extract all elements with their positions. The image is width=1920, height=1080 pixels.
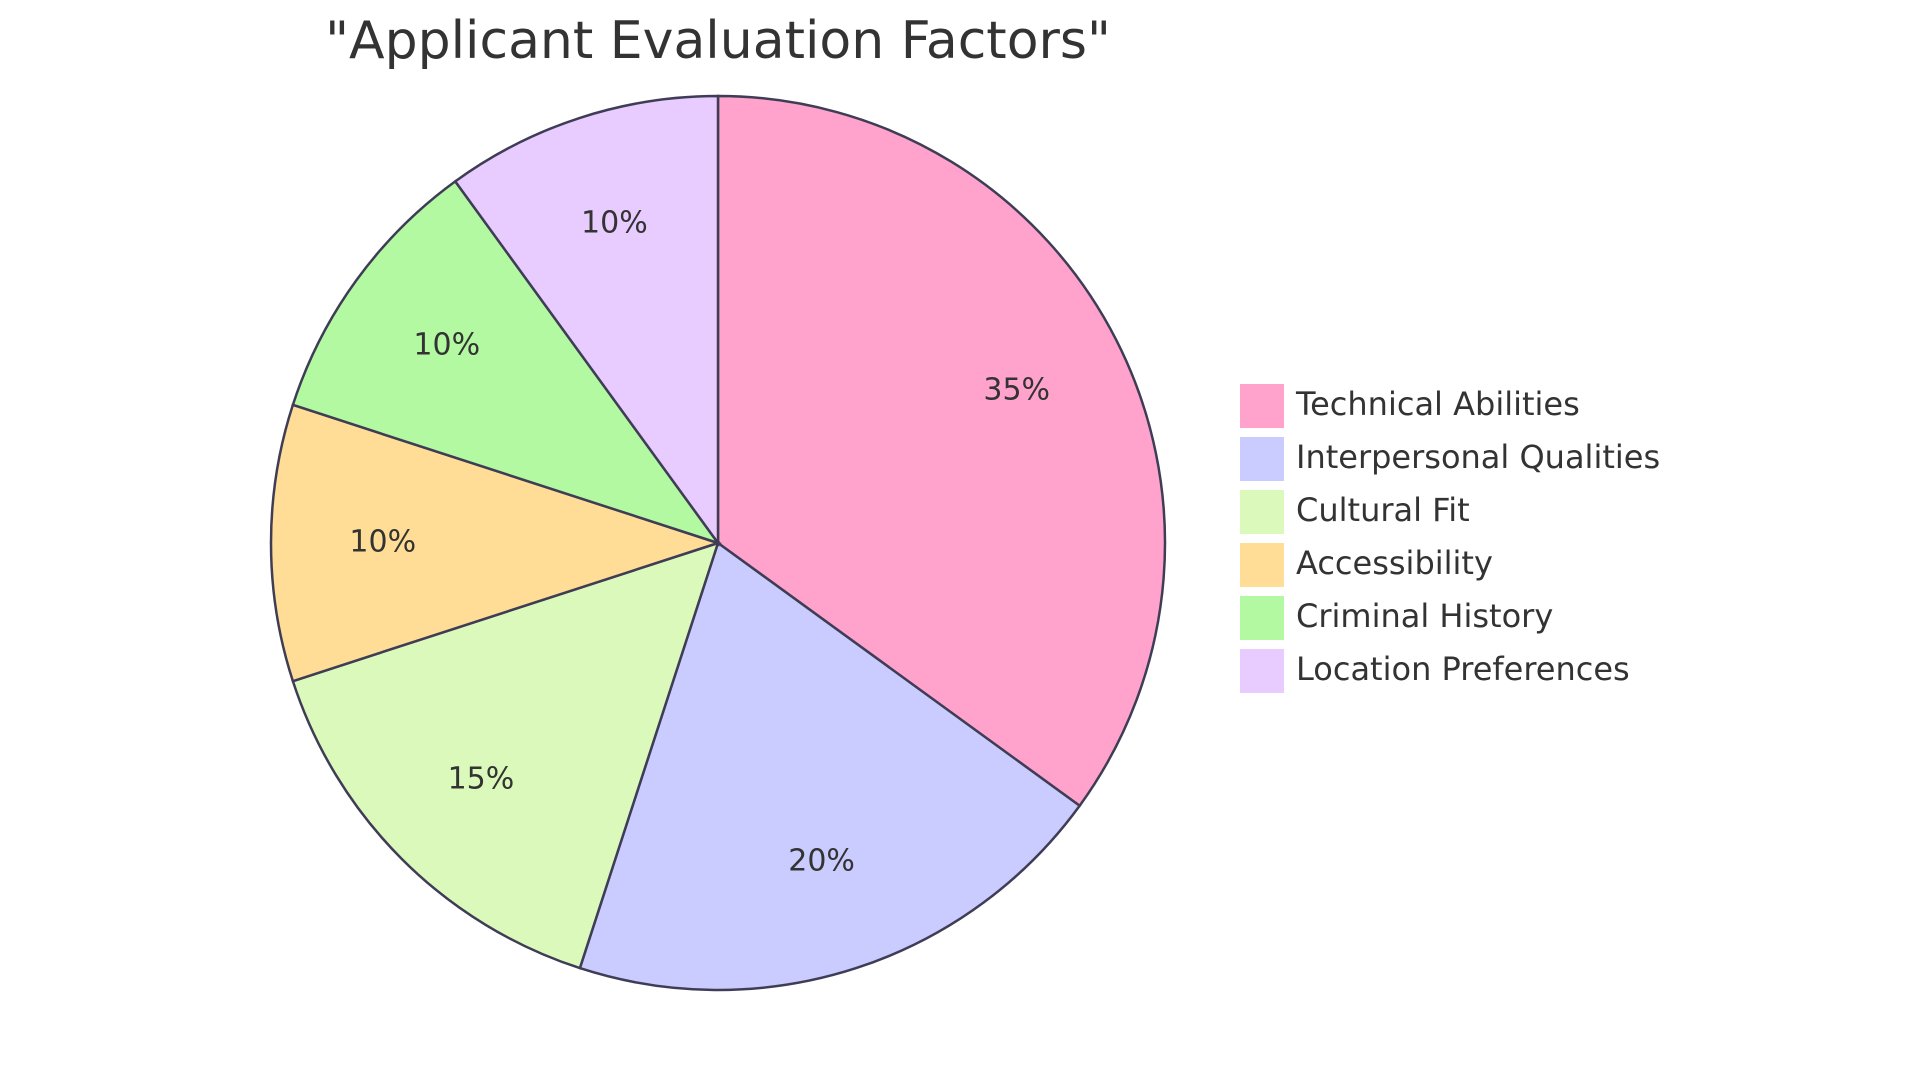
pie-slice-interpersonal-qualities: [578, 540, 1082, 992]
legend-item: Accessibility: [1240, 543, 1493, 587]
legend-item: Criminal History: [1240, 596, 1553, 640]
legend-label: Location Preferences: [1296, 650, 1630, 688]
legend-swatch: [1240, 384, 1284, 428]
pie-slice-label: 20%: [788, 843, 855, 878]
pie-slice-cultural-fit: [291, 541, 720, 970]
legend-label: Cultural Fit: [1296, 491, 1470, 529]
pie-slice-label: 10%: [413, 327, 480, 362]
pie-slice-accessibility: [269, 403, 723, 683]
legend-label: Interpersonal Qualities: [1296, 438, 1660, 476]
legend-swatch: [1240, 596, 1284, 640]
pie-slice-label: 10%: [581, 206, 648, 241]
pie-slice-label: 15%: [448, 762, 515, 797]
legend: Technical Abilities Interpersonal Qualiti…: [1240, 384, 1660, 693]
pie-slices: [269, 94, 1167, 992]
pie-slice-technical-abilities: [716, 94, 1167, 808]
legend-swatch: [1240, 649, 1284, 693]
pie-slice-label: 35%: [983, 372, 1050, 407]
legend-item: Location Preferences: [1240, 649, 1630, 693]
legend-item: Technical Abilities: [1240, 384, 1580, 428]
legend-item: Cultural Fit: [1240, 490, 1470, 534]
legend-swatch: [1240, 437, 1284, 481]
pie-slice-criminal-history: [291, 179, 722, 546]
pie-slice-labels: 35% 20% 15% 10% 10% 10%: [349, 206, 1050, 879]
pie-slice-location-preferences: [453, 94, 720, 547]
pie-slice-label: 10%: [349, 525, 416, 560]
legend-label: Accessibility: [1296, 544, 1493, 582]
legend-swatch: [1240, 490, 1284, 534]
chart-title: "Applicant Evaluation Factors": [325, 11, 1111, 71]
legend-item: Interpersonal Qualities: [1240, 437, 1660, 481]
legend-swatch: [1240, 543, 1284, 587]
legend-label: Criminal History: [1296, 597, 1553, 635]
legend-label: Technical Abilities: [1295, 385, 1580, 423]
